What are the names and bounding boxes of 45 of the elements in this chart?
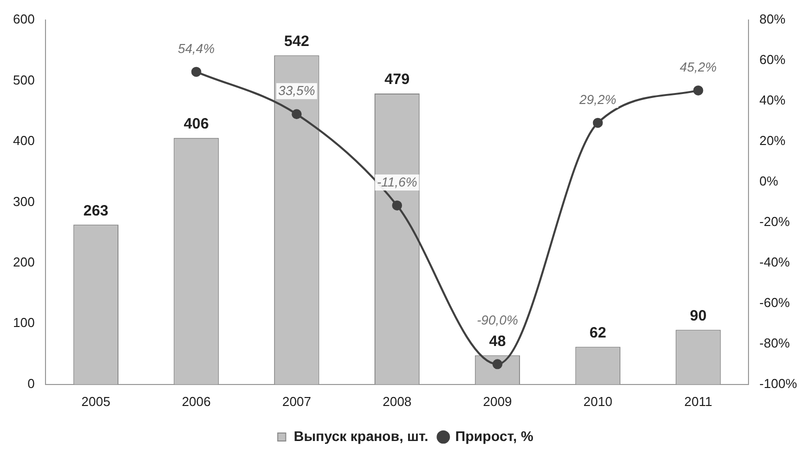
- data-label: 54,4%: [178, 40, 215, 56]
- y2-tick-label: -80%: [759, 335, 790, 350]
- data-label: 263: [83, 202, 108, 220]
- data-label: -11,6%: [376, 174, 418, 190]
- y2-tick-label: 40%: [759, 92, 786, 108]
- y2-tick-label: -20%: [759, 214, 790, 230]
- y2-tick-label: 60%: [759, 52, 786, 68]
- x-tick-label: 2009: [482, 394, 512, 409]
- data-label: 33,5%: [278, 83, 316, 98]
- point: [693, 85, 704, 96]
- data-label: 479: [384, 71, 410, 88]
- y-tick-label: 600: [12, 12, 35, 27]
- y2-tick-label: -100%: [759, 376, 798, 391]
- y-tick-label: 400: [12, 133, 35, 148]
- x-tick-label: 2007: [282, 394, 312, 409]
- y-tick-label: 0: [27, 376, 35, 391]
- y2-tick-label: -40%: [759, 254, 790, 270]
- y-tick-label: 200: [12, 254, 35, 270]
- y-tick-label: 500: [12, 72, 35, 88]
- data-label: -90,0%: [476, 312, 518, 328]
- legend-label: Прирост, %: [455, 428, 534, 444]
- x-tick-label: 2011: [684, 394, 712, 409]
- point: [492, 359, 502, 370]
- x-tick-label: 2005: [81, 394, 110, 409]
- point: [292, 109, 302, 120]
- x-tick-label: 2010: [583, 394, 612, 409]
- data-label: 62: [589, 324, 606, 342]
- data-label: 45,2%: [680, 60, 717, 75]
- data-label: 29,2%: [578, 92, 616, 107]
- point: [392, 200, 402, 210]
- y-tick-label: 100: [12, 315, 35, 330]
- y2-tick-label: 20%: [759, 133, 786, 148]
- data-label: 90: [690, 307, 707, 324]
- x-tick-label: 2006: [182, 394, 211, 409]
- y2-tick-label: -60%: [759, 295, 790, 310]
- point: [191, 66, 202, 77]
- y2-tick-label: 80%: [759, 12, 786, 27]
- data-label: 48: [489, 332, 506, 350]
- data-label: 406: [184, 115, 209, 132]
- y2-tick-label: 0%: [759, 174, 779, 189]
- point: [592, 118, 603, 128]
- legend-label: Выпуск кранов, шт.: [294, 428, 428, 444]
- data-label: 542: [284, 32, 310, 50]
- y-tick-label: 300: [12, 194, 35, 209]
- x-tick-label: 2008: [382, 394, 412, 409]
